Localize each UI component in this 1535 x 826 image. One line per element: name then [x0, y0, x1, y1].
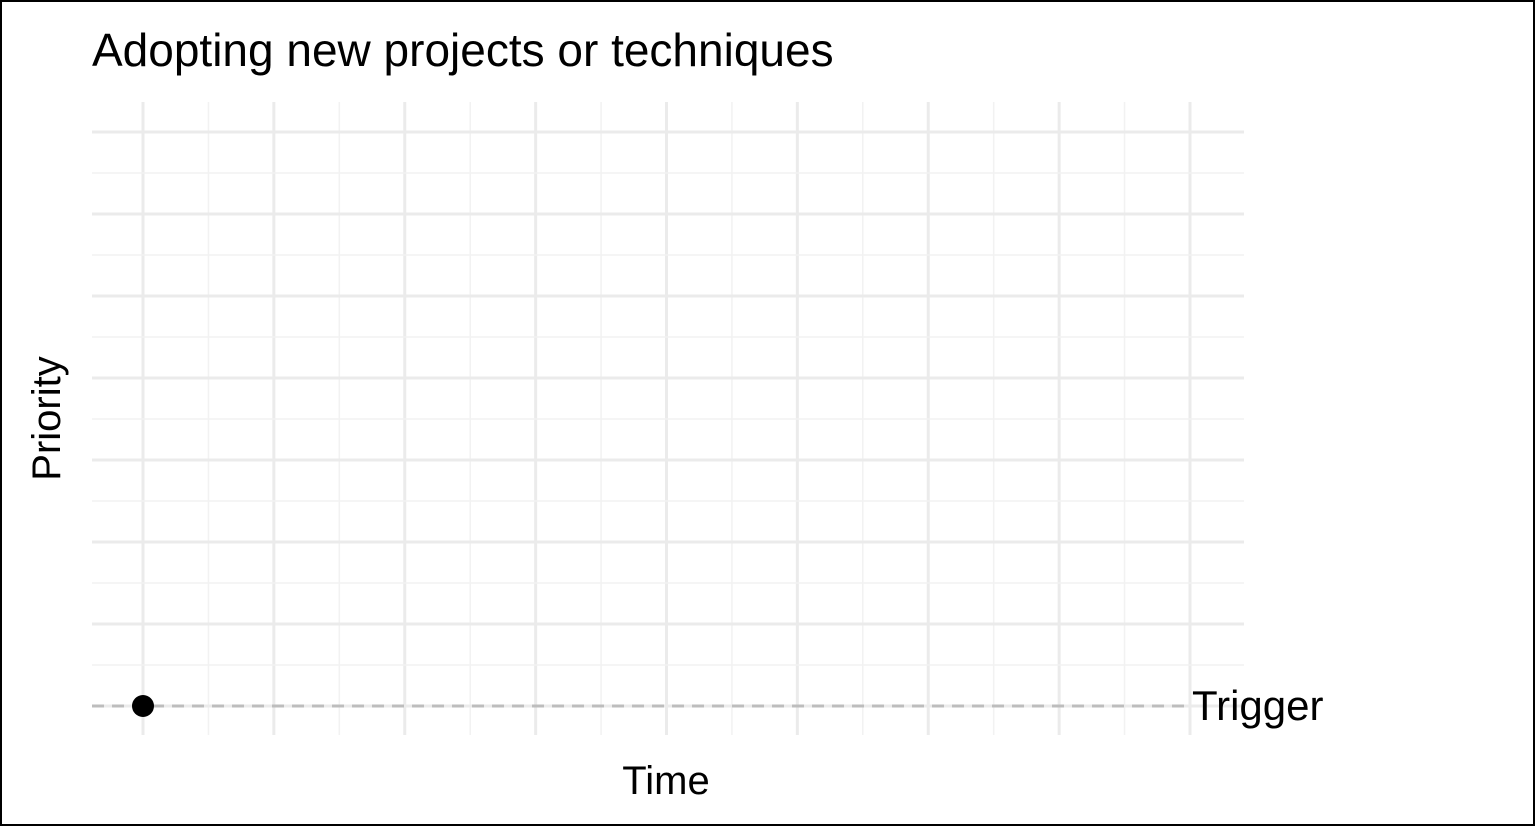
grid-lines: [92, 102, 1244, 735]
data-points: [132, 695, 154, 717]
x-axis-label: Time: [622, 759, 709, 803]
reference-line-label: Trigger: [1192, 682, 1323, 729]
data-point: [132, 695, 154, 717]
chart-title: Adopting new projects or techniques: [92, 24, 834, 76]
reference-lines: Trigger: [92, 682, 1323, 729]
y-axis-label: Priority: [25, 356, 69, 480]
